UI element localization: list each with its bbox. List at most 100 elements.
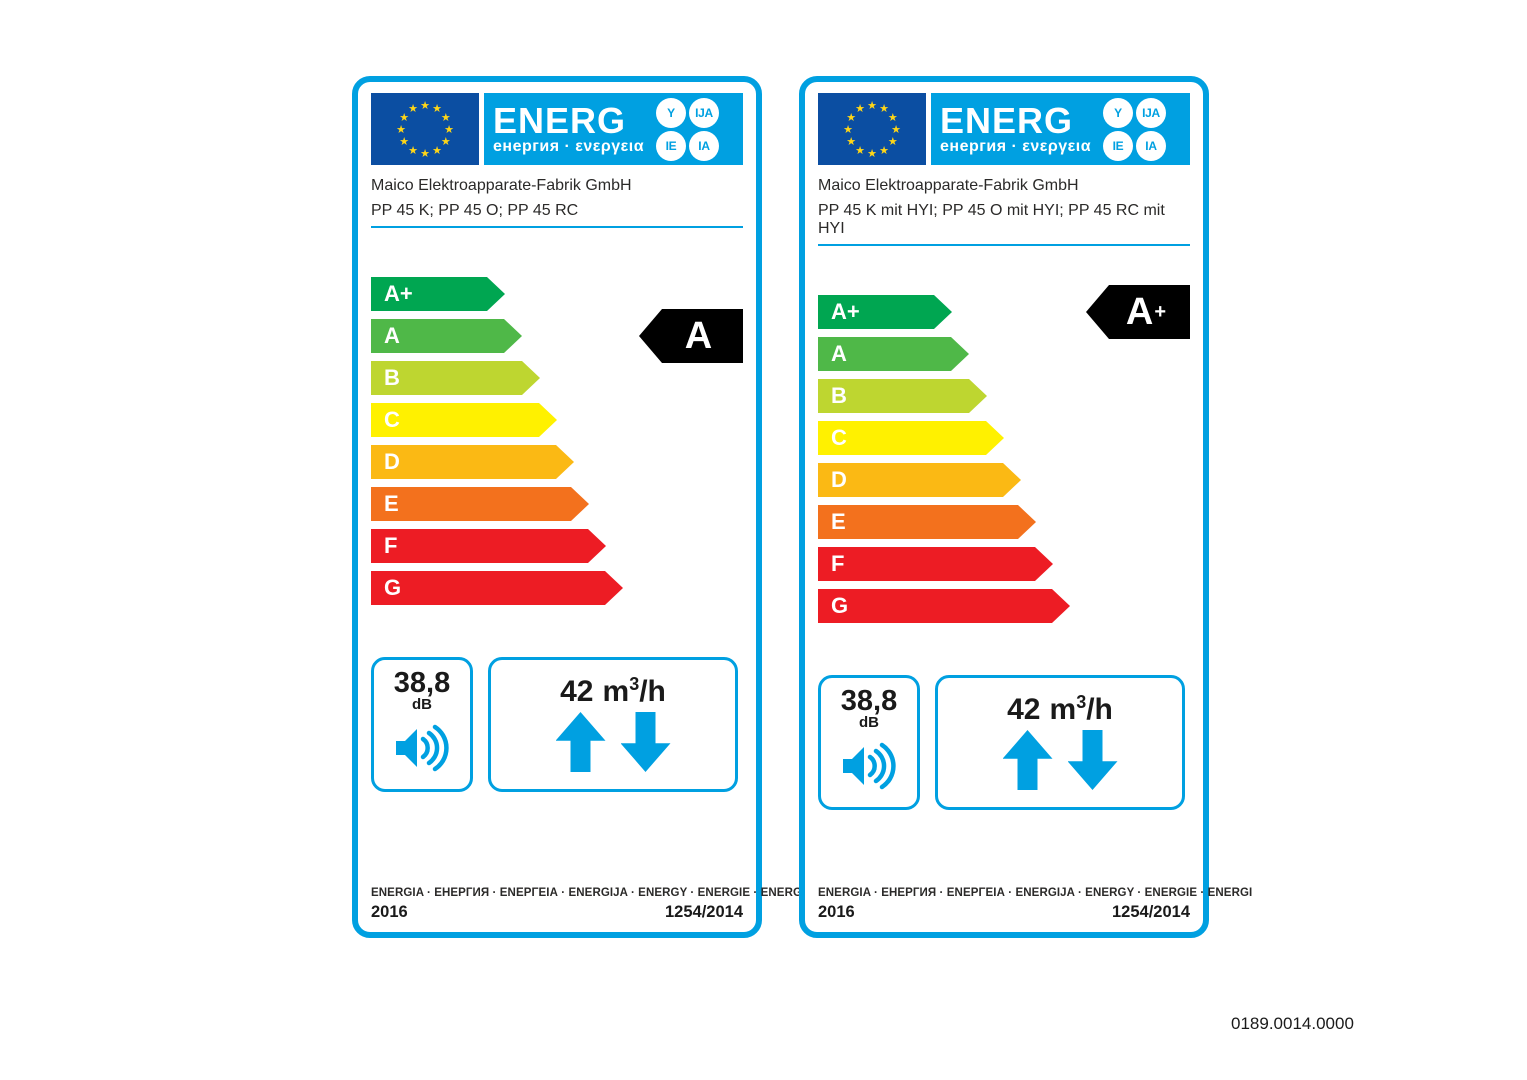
scale-arrow-d: D xyxy=(818,463,1021,497)
scale-arrow-a: A xyxy=(818,337,969,371)
energ-banner: ENERG енергия · ενεργεια Y IJA IE IA xyxy=(484,93,743,165)
scale-grade-letter: A+ xyxy=(384,281,413,306)
scale-grade-letter: B xyxy=(384,365,400,390)
airflow-box: 42 m3/h xyxy=(935,675,1185,810)
rating-arrow: A + xyxy=(1086,285,1190,339)
scale-grade-letter: G xyxy=(384,575,402,600)
document-code: 0189.0014.0000 xyxy=(1231,1014,1354,1033)
efficiency-scale: A+ A B C D E F G A xyxy=(371,277,743,605)
languages-line: ENERGIA · ЕНЕРГИЯ · ΕΝΕΡΓΕΙΑ · ENERGIJA … xyxy=(371,887,806,899)
airflow-unit: m xyxy=(602,675,630,708)
airflow-number: 42 xyxy=(560,675,594,708)
model-identifier: PP 45 K; PP 45 O; PP 45 RC xyxy=(371,202,579,219)
scale-arrow-a: A xyxy=(371,319,522,353)
airflow-value: 42 m3/h xyxy=(560,668,666,708)
footer-row: 2016 1254/2014 xyxy=(371,903,743,922)
svg-text:★: ★ xyxy=(843,123,853,136)
svg-text:★: ★ xyxy=(888,111,898,124)
divider-rule xyxy=(371,226,743,228)
scale-arrow-g: G xyxy=(818,589,1070,623)
svg-text:★: ★ xyxy=(867,147,877,160)
down-arrow-icon xyxy=(1067,730,1118,790)
label-header: ★ ★ ★ ★ ★ ★ ★ ★ ★ ★ ★ ★ ENERG енергия · ενεργε… xyxy=(818,93,1190,165)
scale-arrow-f: F xyxy=(371,529,606,563)
label-footer: ENERGIA · ЕНЕРГИЯ · ΕΝΕΡΓΕΙΑ · ENERGIJA … xyxy=(818,887,1253,922)
noise-value: 38,8 xyxy=(393,667,451,699)
svg-text:★: ★ xyxy=(855,102,865,115)
efficiency-scale: A+ A B C D E F G A + xyxy=(818,285,1190,623)
scale-arrow-b: B xyxy=(371,361,540,395)
scale-grade-letter: A xyxy=(831,341,847,366)
scale-arrow-e: E xyxy=(371,487,589,521)
supplier-name: Maico Elektroapparate-Fabrik GmbH xyxy=(371,177,632,194)
rating-plus: + xyxy=(1154,301,1167,323)
rating-letter: A xyxy=(684,315,713,357)
airflow-arrows xyxy=(555,712,671,772)
label-year: 2016 xyxy=(818,903,855,921)
label-year: 2016 xyxy=(371,903,408,921)
energ-suffix-circles: Y IJA IE IA xyxy=(656,97,719,161)
airflow-value: 42 m3/h xyxy=(1007,686,1113,726)
speaker-icon xyxy=(394,721,450,780)
suffix-circle-ija: IJA xyxy=(689,97,719,128)
svg-text:★: ★ xyxy=(846,111,856,124)
scale-grade-letter: D xyxy=(384,449,400,474)
regulation-number: 1254/2014 xyxy=(665,903,743,921)
scale-grade-letter: G xyxy=(831,593,849,618)
airflow-unit: m xyxy=(1049,693,1077,726)
airflow-per-hour: /h xyxy=(1086,693,1113,726)
noise-value: 38,8 xyxy=(840,685,898,717)
energ-logo-text: ENERG xyxy=(940,99,1074,141)
eu-flag-icon: ★ ★ ★ ★ ★ ★ ★ ★ ★ ★ ★ ★ xyxy=(818,93,926,165)
energ-logo-subtext: енергия · ενεργεια xyxy=(940,137,1092,155)
eu-flag-icon: ★ ★ ★ ★ ★ ★ ★ ★ ★ ★ ★ ★ xyxy=(371,93,479,165)
svg-text:★: ★ xyxy=(408,144,418,157)
airflow-per-hour: /h xyxy=(639,675,666,708)
noise-unit: dB xyxy=(412,696,432,713)
rating-letter: A xyxy=(1125,291,1154,333)
footer-row: 2016 1254/2014 xyxy=(818,903,1190,922)
scale-arrow-aplus: A+ xyxy=(371,277,505,311)
suffix-circle-ie: IE xyxy=(656,130,686,161)
up-arrow-icon xyxy=(555,712,606,772)
supplier-name: Maico Elektroapparate-Fabrik GmbH xyxy=(818,177,1079,194)
scale-grade-letter: C xyxy=(831,425,847,450)
languages-line: ENERGIA · ЕНЕРГИЯ · ΕΝΕΡΓΕΙΑ · ENERGIJA … xyxy=(818,887,1253,899)
svg-text:★: ★ xyxy=(396,123,406,136)
scale-arrow-c: C xyxy=(371,403,557,437)
scale-grade-letter: E xyxy=(831,509,846,534)
scale-arrow-d: D xyxy=(371,445,574,479)
airflow-box: 42 m3/h xyxy=(488,657,738,792)
energy-label-right: ★ ★ ★ ★ ★ ★ ★ ★ ★ ★ ★ ★ ENERG енергия · ενεργε… xyxy=(799,76,1253,938)
noise-box: 38,8 dB xyxy=(818,675,920,810)
value-boxes-row: 38,8 dB 42 m3/h xyxy=(371,657,743,792)
label-header: ★ ★ ★ ★ ★ ★ ★ ★ ★ ★ ★ ★ ENERG енергия · ενεργε… xyxy=(371,93,743,165)
label-footer: ENERGIA · ЕНЕРГИЯ · ΕΝΕΡΓΕΙΑ · ENERGIJA … xyxy=(371,887,806,922)
energ-suffix-circles: Y IJA IE IA xyxy=(1103,97,1166,161)
energ-logo-text: ENERG xyxy=(493,99,627,141)
svg-text:★: ★ xyxy=(408,102,418,115)
scale-arrow-aplus: A+ xyxy=(818,295,952,329)
scale-grade-letter: F xyxy=(831,551,845,576)
energ-logo: ENERG енергия · ενεργεια xyxy=(493,99,644,155)
svg-text:★: ★ xyxy=(846,135,856,148)
energ-banner: ENERG енергия · ενεργεια Y IJA IE IA xyxy=(931,93,1190,165)
scale-arrow-c: C xyxy=(818,421,1004,455)
speaker-icon xyxy=(841,739,897,798)
noise-box: 38,8 dB xyxy=(371,657,473,792)
scale-grade-letter: C xyxy=(384,407,400,432)
model-identifier: PP 45 K mit HYI; PP 45 O mit HYI; PP 45 … xyxy=(818,202,1165,237)
airflow-exponent: 3 xyxy=(629,674,640,694)
suffix-circle-ia: IA xyxy=(689,130,719,161)
svg-text:★: ★ xyxy=(441,111,451,124)
suffix-circle-ia: IA xyxy=(1136,130,1166,161)
airflow-arrows xyxy=(1002,730,1118,790)
svg-text:★: ★ xyxy=(867,99,877,112)
suffix-circle-y: Y xyxy=(1103,97,1133,128)
svg-text:★: ★ xyxy=(888,135,898,148)
scale-grade-letter: D xyxy=(831,467,847,492)
svg-text:★: ★ xyxy=(432,102,442,115)
down-arrow-icon xyxy=(620,712,671,772)
labels-wrap: ★ ★ ★ ★ ★ ★ ★ ★ ★ ★ ★ ★ ENERG енергия · ενεργε… xyxy=(352,76,1253,938)
